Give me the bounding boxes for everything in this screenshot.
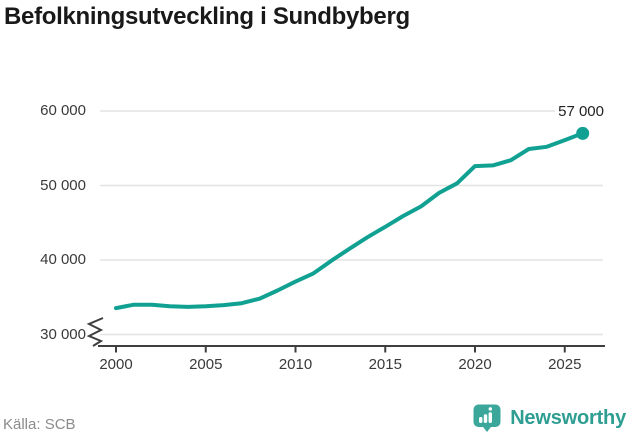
- x-tick-label: 2015: [368, 356, 402, 373]
- axis-break-icon: [86, 317, 104, 347]
- y-tick-label: 60 000: [40, 102, 86, 119]
- x-tick-label: 2005: [189, 356, 223, 373]
- x-tick-label: 2020: [458, 356, 492, 373]
- x-tick-label: 2000: [99, 356, 133, 373]
- y-tick-label: 50 000: [40, 176, 86, 194]
- brand-name: Newsworthy: [510, 406, 626, 429]
- x-tick-label: 2025: [548, 356, 582, 373]
- x-tick-label: 2010: [278, 356, 313, 373]
- endpoint-marker: [576, 126, 590, 140]
- population-line: [114, 131, 585, 311]
- newsworthy-bar-chart-bubble-icon: [473, 404, 501, 432]
- chart-title: Befolkningsutveckling i Sundbyberg: [4, 3, 410, 30]
- end-value-label: 57 000: [555, 102, 607, 122]
- y-tick-label: 40 000: [40, 251, 86, 268]
- source-note: Källa: SCB: [3, 416, 76, 433]
- y-tick-label: 30 000: [40, 325, 86, 343]
- newsworthy-logo[interactable]: Newsworthy: [472, 402, 626, 434]
